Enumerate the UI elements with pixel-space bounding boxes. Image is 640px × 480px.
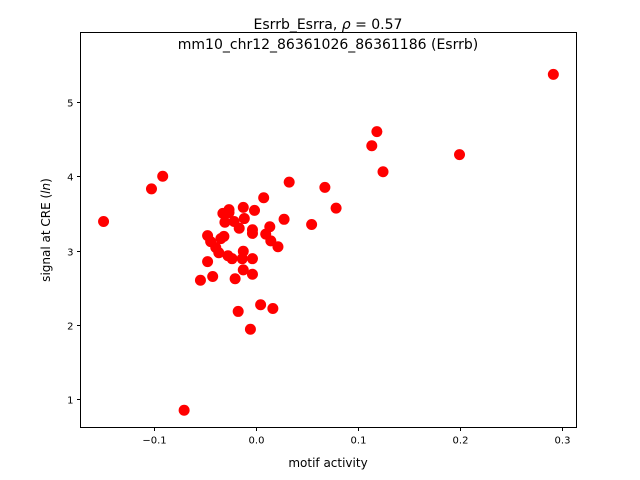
data-point	[278, 213, 290, 225]
data-point	[246, 227, 258, 239]
data-point	[226, 253, 238, 265]
chart-title: Esrrb_Esrra, ρ = 0.57	[254, 17, 403, 33]
data-point	[454, 149, 466, 161]
x-tick-label: 0.2	[453, 436, 469, 447]
data-point	[213, 247, 225, 259]
x-tick-label: 0.0	[249, 436, 265, 447]
data-point	[236, 253, 248, 265]
data-point	[377, 166, 389, 178]
data-point	[145, 183, 157, 195]
data-point	[98, 216, 110, 228]
data-point	[202, 256, 214, 268]
y-axis-label: signal at CRE (ln)	[39, 178, 53, 282]
y-tick-label: 2	[67, 322, 73, 333]
data-point	[237, 264, 249, 276]
data-point	[238, 213, 250, 225]
chart-subtitle: mm10_chr12_86361026_86361186 (Esrrb)	[178, 37, 478, 53]
data-point	[233, 222, 245, 234]
data-point	[157, 170, 169, 182]
data-point	[306, 219, 318, 231]
data-point	[219, 216, 231, 228]
data-point	[223, 207, 235, 219]
y-axis: 1 2 3 4 5	[67, 99, 81, 407]
y-tick-label: 5	[67, 99, 73, 110]
data-point	[547, 68, 559, 80]
data-point	[207, 271, 219, 283]
data-point	[232, 305, 244, 317]
y-tick-label: 3	[67, 248, 73, 259]
data-point	[255, 299, 267, 311]
x-tick-label: 0.1	[351, 436, 367, 447]
data-point	[371, 126, 383, 138]
data-point	[246, 253, 258, 265]
data-point	[237, 201, 249, 213]
data-point	[194, 274, 206, 286]
data-point	[246, 268, 258, 280]
data-point	[249, 204, 261, 216]
points-layer	[98, 68, 559, 416]
y-tick-label: 4	[67, 173, 73, 184]
x-axis-label: motif activity	[288, 456, 367, 470]
data-point	[272, 241, 284, 253]
data-point	[330, 202, 342, 214]
data-point	[178, 404, 190, 416]
data-point	[258, 192, 270, 204]
data-point	[283, 176, 295, 188]
data-point	[229, 273, 241, 285]
data-point	[267, 302, 279, 314]
y-tick-label: 1	[67, 396, 73, 407]
data-point	[215, 233, 227, 245]
x-tick-label: −0.1	[142, 436, 166, 447]
x-axis: −0.1 0.0 0.1 0.2 0.3	[142, 427, 571, 447]
axes-frame	[80, 32, 577, 428]
data-point	[319, 181, 331, 193]
data-point	[244, 323, 256, 335]
data-point	[366, 140, 378, 152]
x-tick-label: 0.3	[555, 436, 571, 447]
